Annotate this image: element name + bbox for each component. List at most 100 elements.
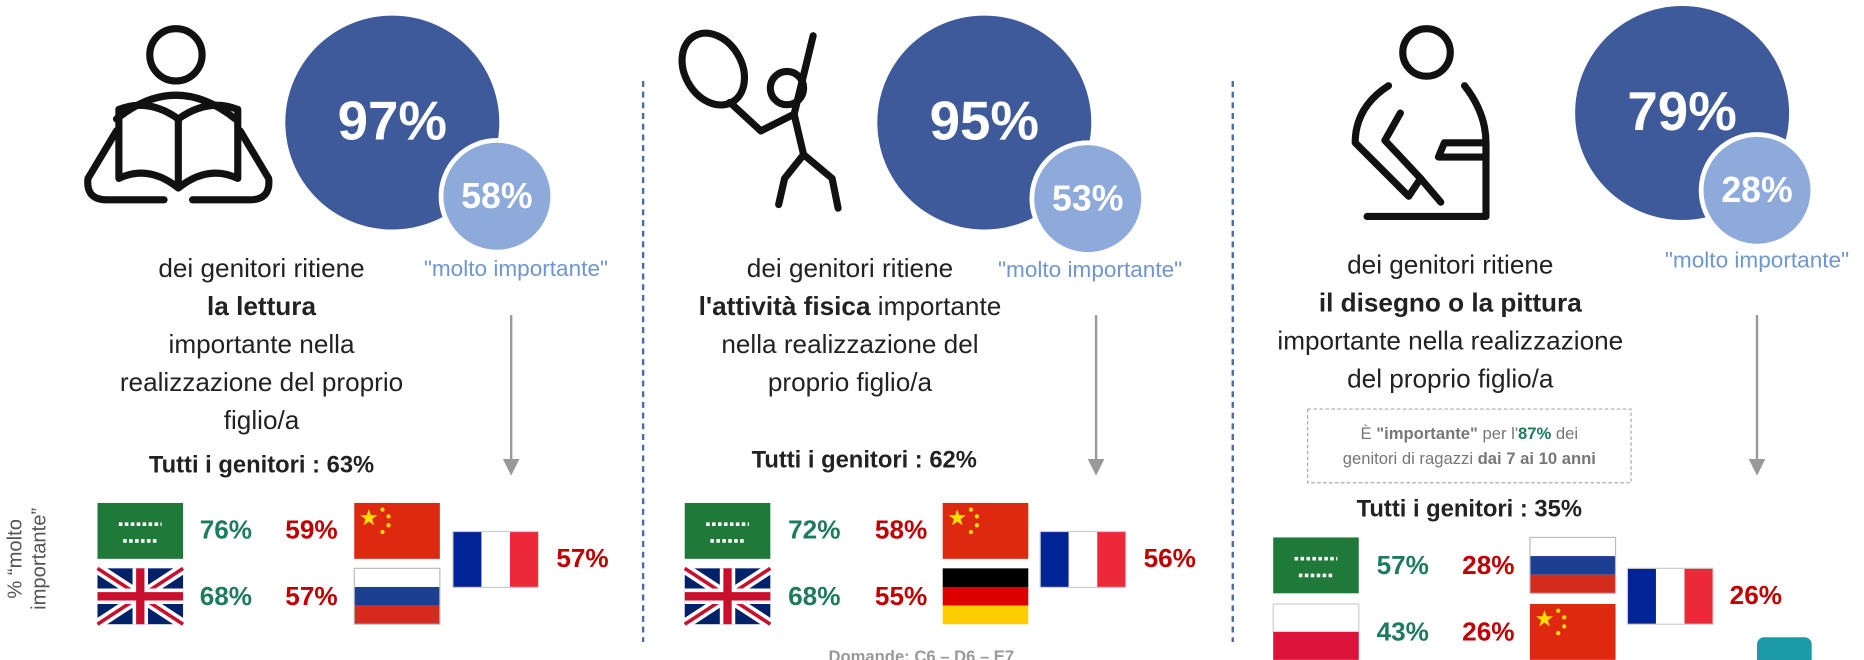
flag bbox=[1626, 567, 1714, 625]
flag-part bbox=[684, 568, 771, 625]
country-value: 26% bbox=[1462, 617, 1514, 647]
flag bbox=[452, 530, 540, 588]
text-span: "importante" bbox=[1376, 425, 1478, 444]
text-span: del proprio figlio/a bbox=[1347, 363, 1554, 393]
drawing-icon bbox=[1351, 25, 1490, 221]
all-parents: Tutti i genitori : 62% bbox=[752, 447, 977, 474]
country-value: 43% bbox=[1377, 617, 1429, 647]
y-axis-label: % “molto importante” bbox=[5, 508, 51, 610]
text-span: per l' bbox=[1478, 425, 1518, 444]
text-span: importante nella realizzazione bbox=[1277, 325, 1623, 355]
flag-part bbox=[1562, 615, 1567, 620]
text-line: genitori di ragazzi dai 7 ai 10 anni bbox=[1343, 450, 1596, 469]
flag bbox=[1529, 604, 1616, 660]
text-line: proprio figlio/a bbox=[768, 367, 933, 397]
flag-part bbox=[1556, 630, 1561, 636]
text-line: dei genitori ritiene bbox=[747, 253, 953, 283]
all-parents: Tutti i genitori : 63% bbox=[149, 451, 374, 478]
text-span: figlio/a bbox=[224, 405, 300, 435]
flag-part bbox=[1097, 531, 1126, 588]
flag-part bbox=[942, 568, 1029, 587]
flag-part bbox=[948, 509, 966, 526]
flag-part bbox=[97, 502, 184, 559]
small-label: "molto importante" bbox=[424, 256, 608, 281]
text-span: dai 7 ai 10 anni bbox=[1478, 450, 1596, 469]
small-label: "molto importante" bbox=[1665, 248, 1849, 273]
flag bbox=[354, 502, 440, 559]
country-value: 57% bbox=[285, 581, 337, 611]
flag-part bbox=[1684, 568, 1714, 625]
text-span: dei genitori ritiene bbox=[158, 253, 364, 283]
country-value: 28% bbox=[1462, 550, 1514, 580]
text-span: l'attività fisica bbox=[699, 291, 871, 321]
label-line: % “molto bbox=[5, 519, 27, 599]
flag-part bbox=[380, 507, 385, 512]
country-value: 59% bbox=[285, 514, 337, 544]
flag-part bbox=[1294, 556, 1338, 578]
flag-part bbox=[1529, 536, 1617, 594]
text-span: dei genitori ritiene bbox=[1347, 249, 1553, 279]
text-span: il disegno o la pittura bbox=[1319, 287, 1582, 317]
small-circle bbox=[438, 138, 556, 255]
flag-part bbox=[452, 530, 540, 588]
flag-part bbox=[1529, 556, 1616, 575]
text-line: importante nella realizzazione bbox=[1277, 325, 1623, 355]
text-line: figlio/a bbox=[224, 405, 300, 435]
flag bbox=[97, 502, 184, 559]
text-span: importante nella bbox=[169, 329, 355, 359]
text-span: genitori di ragazzi bbox=[1343, 450, 1478, 469]
country-value: 68% bbox=[788, 581, 840, 611]
small-value: 58% bbox=[461, 176, 532, 216]
label-line: importante” bbox=[29, 508, 51, 610]
flag-part bbox=[118, 522, 162, 543]
flag-part bbox=[386, 514, 391, 519]
text-span: 87% bbox=[1518, 425, 1551, 444]
flag bbox=[681, 563, 774, 629]
country-value: 57% bbox=[556, 543, 608, 573]
flag-part bbox=[353, 567, 441, 625]
flag-part bbox=[1627, 568, 1656, 625]
flag-part bbox=[354, 586, 440, 606]
flag-part bbox=[509, 531, 539, 588]
text-line: l'attività fisica importante bbox=[699, 291, 1002, 321]
text-span: dei genitori ritiene bbox=[747, 253, 953, 283]
big-value: 95% bbox=[930, 89, 1039, 151]
all-parents: Tutti i genitori : 35% bbox=[1357, 495, 1582, 522]
flag-part bbox=[1273, 631, 1359, 660]
arrow-head bbox=[502, 458, 520, 476]
country-value: 58% bbox=[875, 514, 927, 544]
reading-icon bbox=[84, 25, 273, 204]
country-value: 76% bbox=[200, 514, 252, 544]
flag-part bbox=[1529, 537, 1616, 557]
flag bbox=[684, 502, 771, 559]
flag bbox=[353, 567, 441, 625]
flag bbox=[1529, 536, 1617, 594]
flag-part bbox=[354, 605, 440, 625]
flag-part bbox=[1536, 610, 1554, 627]
flag-part bbox=[684, 502, 771, 559]
flag-part bbox=[354, 568, 440, 587]
flag-part bbox=[360, 509, 378, 526]
country-value: 26% bbox=[1730, 580, 1782, 610]
logo bbox=[1757, 637, 1812, 660]
country-value: 68% bbox=[200, 581, 252, 611]
flag-part bbox=[1562, 624, 1567, 629]
text-line: dei genitori ritiene bbox=[158, 253, 364, 283]
small-circle bbox=[1698, 132, 1816, 249]
text-span: proprio figlio/a bbox=[768, 367, 933, 397]
country-value: 57% bbox=[1377, 550, 1429, 580]
flag-part bbox=[974, 514, 980, 519]
small-circle bbox=[1029, 140, 1146, 257]
text-line: la lettura bbox=[207, 291, 316, 321]
text-line: realizzazione del proprio bbox=[120, 367, 403, 397]
text-span: la lettura bbox=[207, 291, 316, 321]
flag-part bbox=[1655, 568, 1685, 625]
flag-part bbox=[1272, 603, 1360, 633]
note-box bbox=[1307, 408, 1632, 484]
text-span: dei bbox=[1551, 425, 1578, 444]
country-value: 55% bbox=[875, 581, 927, 611]
flag-part bbox=[968, 529, 974, 535]
flag-part bbox=[1273, 537, 1359, 594]
flag bbox=[1273, 537, 1359, 594]
text-line: del proprio figlio/a bbox=[1347, 363, 1554, 393]
